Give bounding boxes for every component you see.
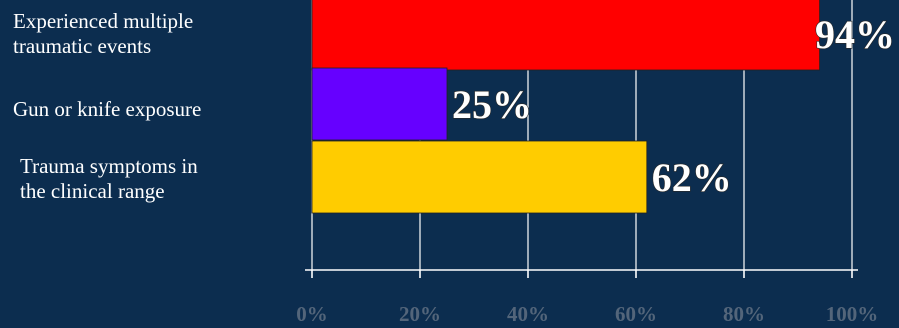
data-label-1: 25% (452, 82, 532, 127)
bar-0 (311, 0, 821, 71)
data-label-0: 94% (815, 12, 895, 57)
tick-label-80: 80% (723, 302, 765, 326)
bar-1 (311, 67, 448, 141)
category-label-gun-knife-exposure: Gun or knife exposure (13, 97, 202, 121)
tick-label-40: 40% (507, 302, 549, 326)
data-label-2: 62% (652, 155, 732, 200)
bar-2 (311, 140, 648, 214)
tick-label-60: 60% (615, 302, 657, 326)
category-label-multiple-traumatic-events: Experienced multiple traumatic events (13, 9, 194, 58)
category-label-clinical-trauma-symptoms: Trauma symptoms in the clinical range (20, 154, 198, 203)
tick-label-0: 0% (296, 302, 328, 326)
tick-label-100: 100% (826, 302, 879, 326)
tick-label-20: 20% (399, 302, 441, 326)
